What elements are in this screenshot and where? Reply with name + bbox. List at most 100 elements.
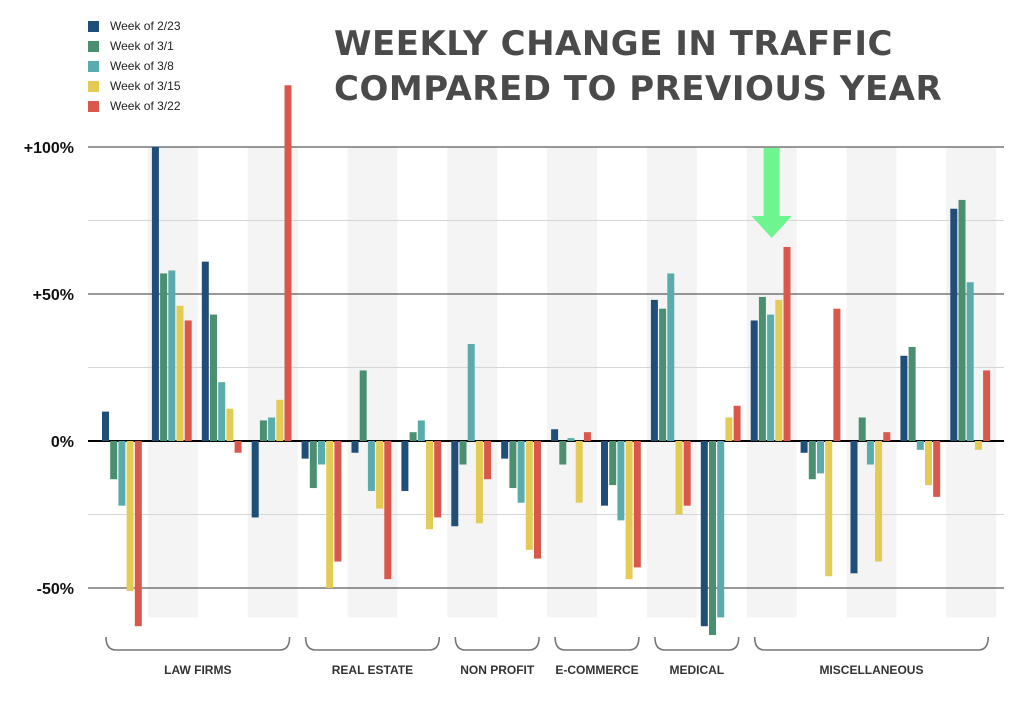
bar xyxy=(176,305,184,441)
bar xyxy=(201,261,209,441)
bar xyxy=(434,441,442,518)
y-tick-label: +100% xyxy=(24,140,74,157)
bar xyxy=(675,441,683,515)
legend-swatch xyxy=(88,80,99,92)
legend-swatch xyxy=(88,20,99,32)
legend-swatch xyxy=(88,60,99,72)
bar xyxy=(683,441,691,506)
y-axis-labels: +100% +50% 0% -50% xyxy=(24,140,74,598)
category-bracket xyxy=(654,636,740,651)
legend-item: Week of 3/8 xyxy=(88,56,181,76)
bar xyxy=(800,441,808,453)
bar xyxy=(575,441,583,503)
bar xyxy=(633,441,641,568)
bar xyxy=(326,441,334,588)
bar xyxy=(160,273,168,441)
bar xyxy=(733,405,741,441)
bar xyxy=(234,441,242,453)
bar xyxy=(659,308,667,441)
bar xyxy=(417,420,425,441)
bar xyxy=(226,408,234,441)
bar xyxy=(268,417,276,441)
bar xyxy=(950,208,958,441)
bar xyxy=(983,370,991,441)
bar xyxy=(709,441,716,636)
bar xyxy=(359,370,367,441)
bar xyxy=(667,273,675,441)
subgroup-band xyxy=(547,147,597,618)
bar xyxy=(601,441,608,506)
bar xyxy=(725,417,733,441)
bar xyxy=(567,438,575,441)
bar xyxy=(866,441,874,465)
bar xyxy=(617,441,625,521)
bar xyxy=(184,320,192,441)
bar xyxy=(833,308,841,441)
bar xyxy=(134,441,142,627)
bar xyxy=(783,246,791,441)
bar xyxy=(475,441,483,524)
bar xyxy=(551,429,559,441)
legend-label: Week of 2/23 xyxy=(110,19,181,33)
bar xyxy=(259,420,267,441)
bar xyxy=(110,441,118,480)
legend: Week of 2/23 Week of 3/1 Week of 3/8 Week o… xyxy=(88,16,181,116)
legend-label: Week of 3/8 xyxy=(110,59,174,73)
bar xyxy=(301,441,309,459)
bar xyxy=(916,441,924,450)
category-label: LAW FIRMS xyxy=(164,663,231,677)
bar xyxy=(426,441,433,530)
bar xyxy=(251,441,259,518)
bar xyxy=(126,441,134,591)
highlight-arrow-icon xyxy=(751,148,792,238)
category-bracket xyxy=(554,636,640,651)
title-line-2: COMPARED TO PREVIOUS YEAR xyxy=(334,69,943,109)
category-bracket xyxy=(304,636,441,651)
category-label: NON PROFIT xyxy=(460,663,535,677)
bar xyxy=(509,441,517,489)
bar xyxy=(650,299,658,441)
bar xyxy=(717,441,725,618)
bar xyxy=(309,441,317,489)
bar xyxy=(974,441,982,450)
bar xyxy=(750,320,758,441)
bar xyxy=(850,441,858,574)
legend-label: Week of 3/22 xyxy=(110,99,181,113)
legend-label: Week of 3/15 xyxy=(110,79,181,93)
bar xyxy=(900,355,908,441)
bar xyxy=(908,346,916,441)
legend-swatch xyxy=(88,100,99,112)
legend-item: Week of 3/1 xyxy=(88,36,181,56)
subgroup-bands xyxy=(147,147,997,618)
bar xyxy=(484,441,492,480)
bar xyxy=(501,441,509,459)
bar xyxy=(817,441,824,474)
bar xyxy=(583,432,591,441)
legend-item: Week of 3/15 xyxy=(88,76,181,96)
bar xyxy=(625,441,633,580)
bars xyxy=(102,85,991,636)
bar xyxy=(875,441,883,562)
legend-item: Week of 3/22 xyxy=(88,96,181,116)
category-label: REAL ESTATE xyxy=(332,663,413,677)
bar xyxy=(609,441,617,486)
bar xyxy=(210,314,217,441)
arrow-shaft xyxy=(763,148,780,216)
bar xyxy=(384,441,392,580)
bar xyxy=(351,441,359,453)
y-tick-label: +50% xyxy=(33,287,74,304)
bar xyxy=(525,441,533,550)
bar xyxy=(559,441,567,465)
bar xyxy=(334,441,342,562)
bar xyxy=(700,441,708,627)
chart-title: WEEKLY CHANGE IN TRAFFIC COMPARED TO PRE… xyxy=(334,22,942,112)
arrow-head xyxy=(751,216,792,238)
bar xyxy=(517,441,525,503)
bar xyxy=(933,441,941,497)
category-label: MISCELLANEOUS xyxy=(819,663,923,677)
bar xyxy=(459,441,467,465)
bar xyxy=(318,441,325,465)
category-bracket xyxy=(105,636,291,651)
category-label: E-COMMERCE xyxy=(555,663,638,677)
